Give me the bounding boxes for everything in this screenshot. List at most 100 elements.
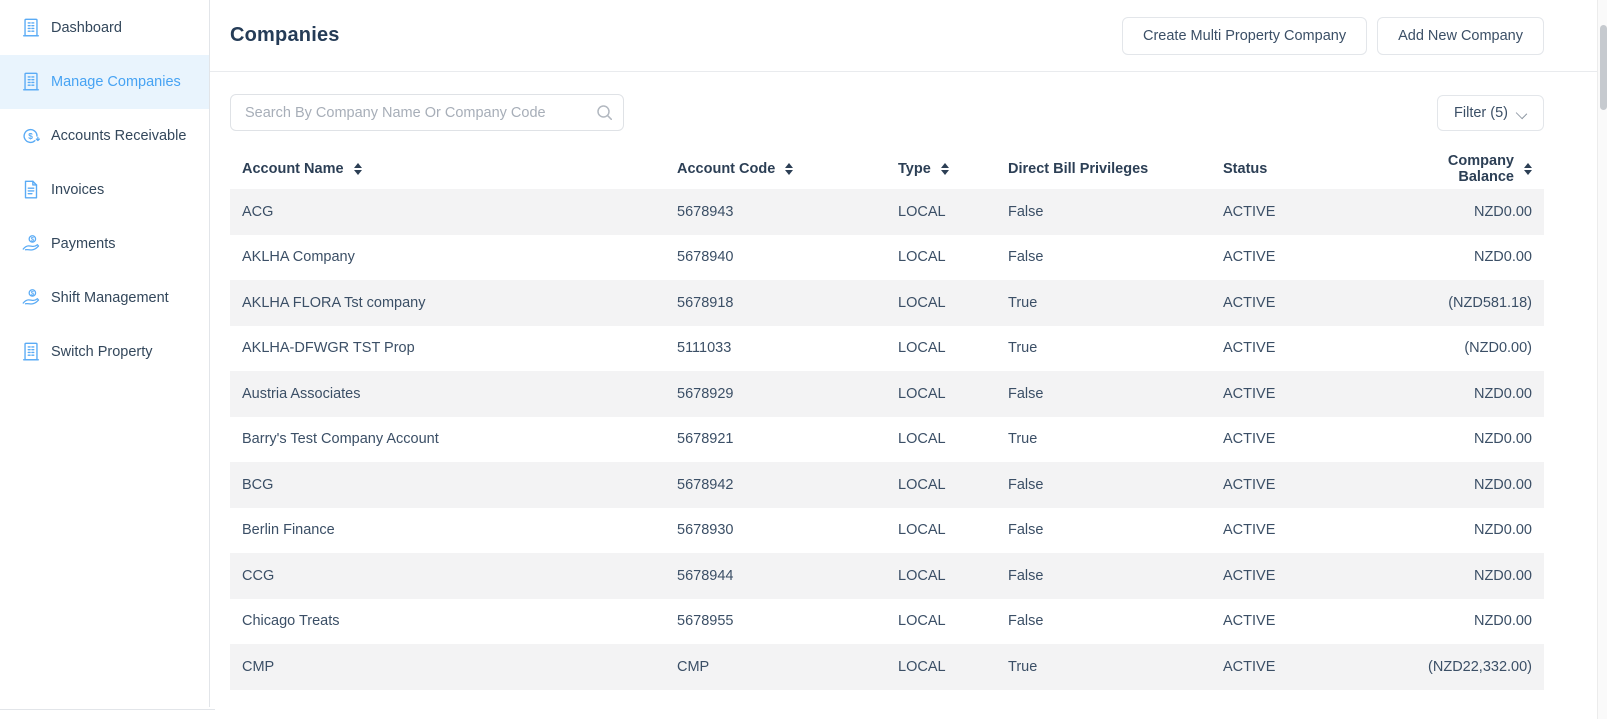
cell-account-code: 5678942 [677,476,734,493]
search-input[interactable] [230,94,624,131]
cell-balance: NZD0.00 [1473,249,1532,266]
cell-account-name: Barry's Test Company Account [242,431,439,448]
sidebar-item-shift-management[interactable]: Shift Management [0,271,209,325]
sidebar-item-switch-property[interactable]: Switch Property [0,325,209,379]
cell-balance: NZD0.00 [1473,203,1532,220]
cell-direct-bill: False [1008,203,1044,220]
dollar-cycle-icon [20,125,42,147]
filter-button[interactable]: Filter (5) [1437,94,1544,131]
cell-type: LOCAL [898,658,946,675]
table-toolbar: Filter (5) [210,72,1607,131]
cell-status: ACTIVE [1223,249,1276,266]
search-box [230,94,624,131]
cell-status: ACTIVE [1223,522,1276,539]
column-header-type[interactable]: Type [886,161,996,177]
cell-account-code: 5678943 [677,203,734,220]
hand-coin-icon [20,287,42,309]
sidebar-item-payments[interactable]: Payments [0,217,209,271]
table-row[interactable]: CCG 5678944 LOCAL False ACTIVE NZD0.00 [230,553,1544,599]
sort-icon[interactable] [940,163,949,175]
cell-account-name: Berlin Finance [242,522,335,539]
cell-balance: NZD0.00 [1473,613,1532,630]
table-row[interactable]: ACG 5678943 LOCAL False ACTIVE NZD0.00 [230,189,1544,235]
table-row[interactable]: AKLHA-DFWGR TST Prop 5111033 LOCAL True … [230,326,1544,372]
cell-account-name: BCG [242,476,274,493]
cell-direct-bill: False [1008,385,1044,402]
building-icon [20,71,42,93]
table-row[interactable]: Chicago Treats 5678955 LOCAL False ACTIV… [230,599,1544,645]
table-row[interactable]: Austria Associates 5678929 LOCAL False A… [230,371,1544,417]
scrollbar-thumb[interactable] [1599,25,1607,110]
table-header-row: Account Name Account Code Type Direct Bi… [230,149,1544,189]
sort-icon[interactable] [353,163,362,175]
column-header-account-name[interactable]: Account Name [230,161,665,177]
cell-status: ACTIVE [1223,613,1276,630]
cell-balance: (NZD581.18) [1448,294,1532,311]
table-row[interactable]: Barry's Test Company Account 5678921 LOC… [230,417,1544,463]
add-new-company-button[interactable]: Add New Company [1377,16,1544,55]
table-body: ACG 5678943 LOCAL False ACTIVE NZD0.00 A… [230,189,1544,690]
sort-icon[interactable] [785,163,794,175]
cell-type: LOCAL [898,476,946,493]
cell-account-name: ACG [242,203,274,220]
cell-account-name: AKLHA-DFWGR TST Prop [242,340,415,357]
cell-type: LOCAL [898,522,946,539]
page-header: Companies Create Multi Property Company … [210,0,1607,72]
cell-direct-bill: False [1008,476,1044,493]
cell-direct-bill: True [1008,658,1038,675]
table-row[interactable]: BCG 5678942 LOCAL False ACTIVE NZD0.00 [230,462,1544,508]
building-icon [20,341,42,363]
create-multi-property-company-button[interactable]: Create Multi Property Company [1122,16,1368,55]
cell-direct-bill: False [1008,613,1044,630]
header-actions: Create Multi Property Company Add New Co… [1122,16,1544,55]
sidebar-item-manage-companies[interactable]: Manage Companies [0,55,209,109]
sidebar-item-label: Payments [51,236,116,252]
cell-status: ACTIVE [1223,340,1276,357]
cell-balance: (NZD0.00) [1464,340,1532,357]
page-title: Companies [230,24,340,46]
cell-account-name: CCG [242,567,275,584]
chevron-down-icon [1517,106,1527,116]
sidebar-item-label: Switch Property [51,344,153,360]
cell-account-code: 5678955 [677,613,734,630]
sort-icon[interactable] [1524,163,1532,175]
cell-account-name: AKLHA FLORA Tst company [242,294,426,311]
cell-account-code: 5678921 [677,431,734,448]
table-row[interactable]: AKLHA Company 5678940 LOCAL False ACTIVE… [230,235,1544,281]
sidebar-item-accounts-receivable[interactable]: Accounts Receivable [0,109,209,163]
cell-account-name: AKLHA Company [242,249,355,266]
cell-type: LOCAL [898,203,946,220]
cell-direct-bill: False [1008,249,1044,266]
invoice-icon [20,179,42,201]
sidebar-item-label: Shift Management [51,290,169,306]
cell-type: LOCAL [898,340,946,357]
cell-status: ACTIVE [1223,294,1276,311]
column-header-account-code[interactable]: Account Code [665,161,886,177]
column-header-direct-bill-privileges: Direct Bill Privileges [1008,161,1149,177]
table-row[interactable]: CMP CMP LOCAL True ACTIVE (NZD22,332.00) [230,644,1544,690]
sidebar-item-invoices[interactable]: Invoices [0,163,209,217]
filter-label: Filter (5) [1454,104,1508,121]
cell-type: LOCAL [898,294,946,311]
cell-status: ACTIVE [1223,203,1276,220]
column-header-company-balance[interactable]: Company Balance [1383,153,1544,185]
cell-account-name: CMP [242,658,275,675]
cell-account-code: 5111033 [677,340,732,357]
cell-balance: (NZD22,332.00) [1428,658,1532,675]
cell-account-code: 5678929 [677,385,734,402]
cell-status: ACTIVE [1223,431,1276,448]
table-row[interactable]: AKLHA FLORA Tst company 5678918 LOCAL Tr… [230,280,1544,326]
cell-direct-bill: False [1008,522,1044,539]
cell-account-code: CMP [677,658,710,675]
cell-direct-bill: True [1008,340,1038,357]
sidebar-item-label: Accounts Receivable [51,128,187,144]
cell-account-code: 5678944 [677,567,734,584]
table-row[interactable]: Berlin Finance 5678930 LOCAL False ACTIV… [230,508,1544,554]
sidebar-item-label: Dashboard [51,20,122,36]
sidebar: Dashboard Manage Companies Accounts Rece… [0,0,210,707]
cell-direct-bill: False [1008,567,1044,584]
sidebar-item-dashboard[interactable]: Dashboard [0,1,209,55]
vertical-scrollbar[interactable] [1597,0,1607,719]
sidebar-item-label: Manage Companies [51,74,181,90]
cell-type: LOCAL [898,431,946,448]
